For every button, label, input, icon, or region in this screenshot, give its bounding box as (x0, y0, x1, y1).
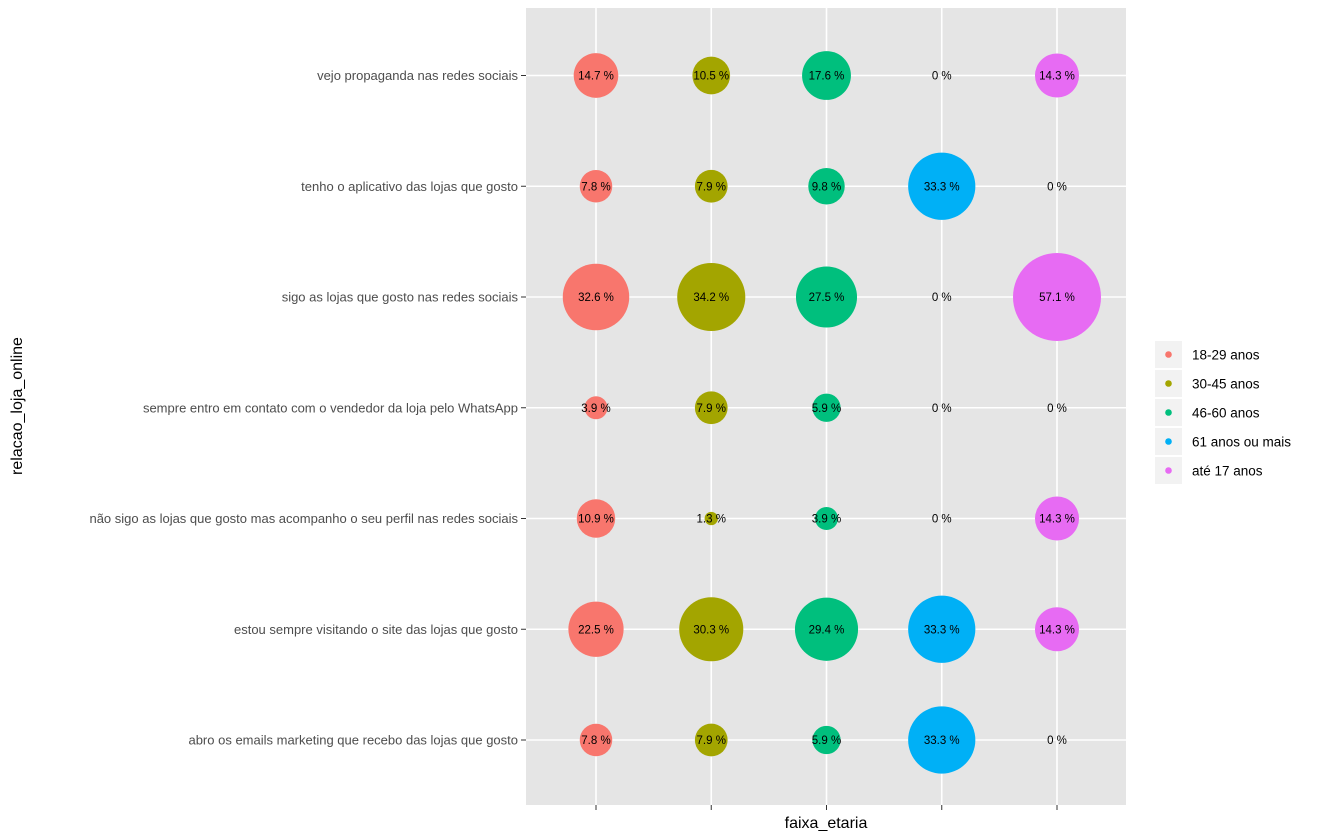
y-tick-label: não sigo as lojas que gosto mas acompanh… (89, 511, 518, 526)
data-label: 3.9 % (812, 514, 841, 526)
data-label: 29.4 % (809, 624, 845, 636)
bubble (579, 169, 613, 203)
data-label: 33.3 % (924, 735, 960, 747)
bubble (908, 595, 976, 663)
data-label: 57.1 % (1039, 292, 1075, 304)
legend-key (1165, 380, 1172, 387)
bubble (808, 168, 845, 205)
y-axis-title: relacao_loja_online (9, 337, 26, 475)
x-axis-ticks (595, 805, 1058, 810)
data-label: 0 % (932, 514, 952, 526)
bubble (584, 396, 608, 420)
data-label: 27.5 % (809, 292, 845, 304)
bubble (794, 597, 859, 661)
data-label: 7.9 % (697, 735, 726, 747)
data-label: 17.6 % (809, 71, 845, 83)
legend-label: 61 anos ou mais (1192, 435, 1291, 450)
data-label: 14.3 % (1039, 514, 1075, 526)
legend-label: 30-45 anos (1192, 377, 1260, 392)
bubble (812, 393, 841, 422)
bubble (579, 723, 613, 757)
bubbles (562, 51, 1101, 774)
data-label: 33.3 % (924, 624, 960, 636)
bubble (576, 499, 616, 538)
bubble (815, 507, 838, 530)
data-label: 22.5 % (578, 624, 614, 636)
y-tick-label: vejo propaganda nas redes sociais (317, 68, 518, 83)
bubble (704, 511, 718, 526)
data-label: 0 % (932, 71, 952, 83)
data-label: 14.7 % (578, 71, 614, 83)
bubble (1034, 607, 1080, 652)
data-label: 14.3 % (1039, 71, 1075, 83)
data-label: 0 % (1047, 403, 1067, 415)
data-label: 10.9 % (578, 514, 614, 526)
bubble (795, 266, 858, 328)
data-label: 3.9 % (581, 403, 610, 415)
data-label: 5.9 % (812, 735, 841, 747)
y-tick-label: abro os emails marketing que recebo das … (188, 733, 518, 748)
data-label: 5.9 % (812, 403, 841, 415)
bubble (694, 169, 728, 203)
bubble (562, 263, 630, 331)
legend-label: 18-29 anos (1192, 348, 1260, 363)
legend-key (1165, 409, 1172, 416)
y-axis-ticks: vejo propaganda nas redes sociais tenho o… (89, 68, 526, 748)
legend-label: até 17 anos (1192, 464, 1263, 479)
data-label: 7.9 % (697, 181, 726, 193)
data-label: 34.2 % (693, 292, 729, 304)
bubble (812, 725, 841, 755)
y-tick-label: sigo as lojas que gosto nas redes sociai… (282, 290, 519, 305)
bubble (573, 53, 619, 98)
bubble (802, 51, 851, 100)
bubble (694, 391, 728, 425)
bubble (692, 56, 731, 95)
data-label: 1.3 % (697, 514, 726, 526)
legend-key (1165, 351, 1172, 358)
bubble (1013, 253, 1101, 341)
data-label: 33.3 % (924, 181, 960, 193)
bubble (694, 723, 728, 757)
x-axis-title: faixa_etaria (785, 815, 868, 832)
data-label: 0 % (932, 403, 952, 415)
y-tick-label: estou sempre visitando o site das lojas … (234, 622, 518, 637)
data-label: 10.5 % (693, 71, 729, 83)
y-tick-label: tenho o aplicativo das lojas que gosto (301, 179, 518, 194)
data-label: 0 % (1047, 735, 1067, 747)
bubble (908, 152, 976, 220)
bubble (679, 597, 744, 662)
data-label: 0 % (1047, 181, 1067, 193)
legend-label: 46-60 anos (1192, 406, 1260, 421)
legend: 18-29 anos 30-45 anos 46-60 anos 61 anos ou… (1155, 341, 1291, 484)
bubble (568, 601, 624, 657)
y-tick-label: sempre entro em contato com o vendedor d… (143, 400, 518, 415)
data-label: 14.3 % (1039, 624, 1075, 636)
data-label: 7.9 % (697, 403, 726, 415)
legend-key (1165, 438, 1172, 445)
data-label: 7.8 % (581, 735, 610, 747)
bubble (1034, 53, 1080, 98)
data-label: 0 % (932, 292, 952, 304)
data-label: 30.3 % (693, 624, 729, 636)
data-label: 9.8 % (812, 181, 841, 193)
data-label: 32.6 % (578, 292, 614, 304)
bubble (1034, 496, 1080, 541)
bubble (677, 262, 746, 332)
legend-key (1165, 467, 1172, 474)
data-labels: 14.7 % 7.8 % 32.6 % 3.9 % 10.9 % 22.5 % 7.8 % 1… (578, 71, 1075, 748)
data-label: 7.8 % (581, 181, 610, 193)
bubble (908, 706, 976, 774)
